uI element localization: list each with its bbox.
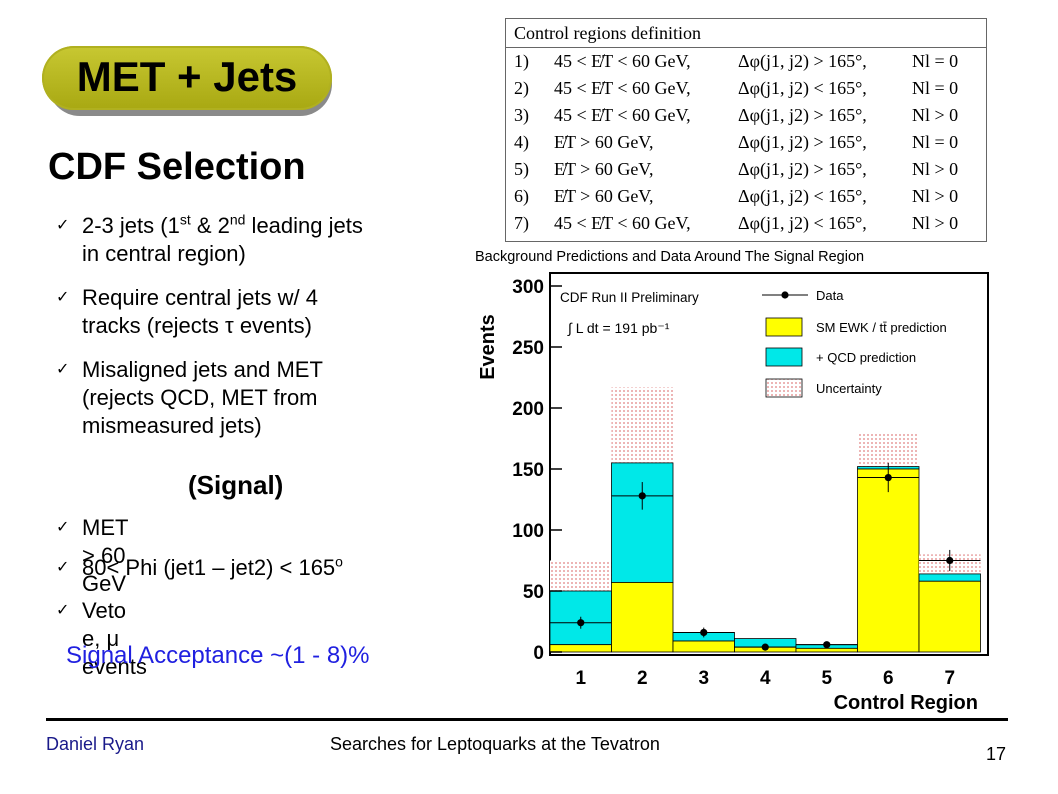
table-cell-nl: Nl = 0 — [912, 132, 959, 152]
qcd-bar — [918, 573, 981, 582]
table-cell-phi: Δφ(j1, j2) < 165°, — [738, 213, 867, 233]
data-point — [946, 556, 954, 565]
title-banner — [42, 46, 332, 110]
table-row: 6) E̸T > 60 GeV, Δφ(j1, j2) < 165°, Nl > 0 — [506, 184, 986, 210]
table-cell-met: 45 < E̸T < 60 GeV, — [554, 105, 691, 125]
checkmark-icon: ✓ — [56, 361, 70, 378]
table-cell-nl: Nl > 0 — [912, 186, 959, 206]
legend-ewk-swatch — [765, 317, 803, 337]
table-row: 1) 45 < E̸T < 60 GeV, Δφ(j1, j2) > 165°, Nl… — [506, 49, 986, 75]
table-row: 4) E̸T > 60 GeV, Δφ(j1, j2) > 165°, Nl = 0 — [506, 130, 986, 156]
table-row: 2) 45 < E̸T < 60 GeV, Δφ(j1, j2) < 165°, Nl… — [506, 76, 986, 102]
chart: 1 2 3 4 5 6 7 0 50 100 150 200 250 300 Control Region E… — [477, 272, 989, 714]
table-cell-nl: Nl > 0 — [912, 159, 959, 179]
table-cell-met: E̸T > 60 GeV, — [554, 132, 654, 152]
footer-author: Daniel Ryan — [46, 734, 145, 754]
y-tick-label: 300 — [512, 277, 544, 298]
data-point — [823, 641, 831, 649]
table-cell-met: E̸T > 60 GeV, — [554, 159, 654, 179]
data-point — [700, 628, 708, 637]
table-cell-phi: Δφ(j1, j2) > 165°, — [738, 159, 867, 179]
y-tick-label: 200 — [512, 399, 544, 420]
chart-annotation-run: CDF Run II Preliminary — [560, 290, 699, 305]
table-cell-phi: Δφ(j1, j2) < 165°, — [738, 78, 867, 98]
checkmark-icon: ✓ — [56, 602, 70, 619]
chart-title: Background Predictions and Data Around T… — [475, 249, 865, 265]
ewk-bar — [918, 580, 981, 653]
y-axis-label: Events — [477, 314, 499, 380]
qcd-bar — [611, 462, 674, 583]
table-row: 5) E̸T > 60 GeV, Δφ(j1, j2) > 165°, Nl > 0 — [506, 157, 986, 183]
ewk-bar — [549, 644, 612, 653]
chart-annotation-lumi: ∫ L dt = 191 pb⁻¹ — [567, 320, 670, 336]
table-cell-met: 45 < E̸T < 60 GeV, — [554, 51, 691, 71]
checkmark-icon: ✓ — [56, 559, 70, 576]
x-tick-label: 4 — [760, 668, 771, 689]
legend-qcd-swatch — [765, 347, 803, 367]
ewk-bar — [611, 582, 674, 653]
x-tick-label: 1 — [575, 668, 586, 689]
table-cell-nl: Nl = 0 — [912, 51, 959, 71]
ewk-bar — [672, 640, 735, 653]
data-point — [884, 473, 892, 482]
table-cell-n: 7) — [514, 213, 529, 233]
y-tick-label: 50 — [523, 582, 544, 603]
x-tick-label: 2 — [637, 668, 648, 689]
data-point — [638, 492, 646, 500]
table-cell-n: 2) — [514, 78, 529, 98]
y-tick-label: 100 — [512, 521, 544, 542]
data-point — [577, 619, 585, 627]
table-cell-n: 3) — [514, 105, 529, 125]
legend-data-marker — [781, 291, 789, 299]
table-cell-met: 45 < E̸T < 60 GeV, — [554, 78, 691, 98]
control-regions-table: Control regions definition 1) 45 < E̸T < … — [505, 18, 987, 242]
x-axis-label: Control Region — [834, 692, 978, 714]
table-header: Control regions definition — [506, 19, 986, 48]
y-tick-label: 0 — [533, 643, 544, 664]
y-tick-label: 250 — [512, 338, 544, 359]
legend-data-label: Data — [816, 288, 844, 303]
checkmark-icon: ✓ — [56, 217, 70, 234]
ewk-bar — [795, 647, 858, 653]
x-tick-label: 7 — [944, 668, 955, 689]
ewk-bar — [857, 468, 920, 653]
page-number: 17 — [986, 744, 1007, 764]
table-cell-nl: Nl > 0 — [912, 105, 959, 125]
x-tick-label: 5 — [821, 668, 832, 689]
x-tick-label: 3 — [698, 668, 709, 689]
x-tick-label: 6 — [883, 668, 894, 689]
signal-label: (Signal) — [188, 470, 284, 500]
table-cell-phi: Δφ(j1, j2) > 165°, — [738, 51, 867, 71]
table-cell-n: 4) — [514, 132, 529, 152]
table-cell-phi: Δφ(j1, j2) > 165°, — [738, 132, 867, 152]
y-tick-label: 150 — [512, 460, 544, 481]
table-cell-phi: Δφ(j1, j2) < 165°, — [738, 186, 867, 206]
legend-uncertainty-label: Uncertainty — [816, 381, 882, 396]
legend-ewk-label: SM EWK / tt̄ prediction — [816, 320, 947, 335]
signal-acceptance: Signal Acceptance ~(1 - 8)% — [66, 642, 370, 669]
table-cell-n: 6) — [514, 186, 529, 206]
table-row: 7) 45 < E̸T < 60 GeV, Δφ(j1, j2) < 165°, Nl… — [506, 211, 986, 237]
slide-title: MET + Jets — [76, 53, 298, 100]
checkmark-icon: ✓ — [56, 289, 70, 306]
footer-divider — [46, 718, 1008, 721]
checkmark-icon: ✓ — [56, 519, 70, 536]
table-cell-phi: Δφ(j1, j2) > 165°, — [738, 105, 867, 125]
table-cell-nl: Nl = 0 — [912, 78, 959, 98]
table-cell-met: 45 < E̸T < 60 GeV, — [554, 213, 691, 233]
table-row: 3) 45 < E̸T < 60 GeV, Δφ(j1, j2) > 165°, Nl… — [506, 103, 986, 129]
footer-talk-title: Searches for Leptoquarks at the Tevatron — [330, 734, 660, 754]
table-cell-nl: Nl > 0 — [912, 213, 959, 233]
section-heading: CDF Selection — [48, 146, 306, 188]
data-point — [761, 643, 769, 651]
table-cell-met: E̸T > 60 GeV, — [554, 186, 654, 206]
table-cell-n: 5) — [514, 159, 529, 179]
table-cell-n: 1) — [514, 51, 529, 71]
legend-uncertainty-swatch — [765, 378, 803, 398]
legend-qcd-label: + QCD prediction — [816, 350, 916, 365]
